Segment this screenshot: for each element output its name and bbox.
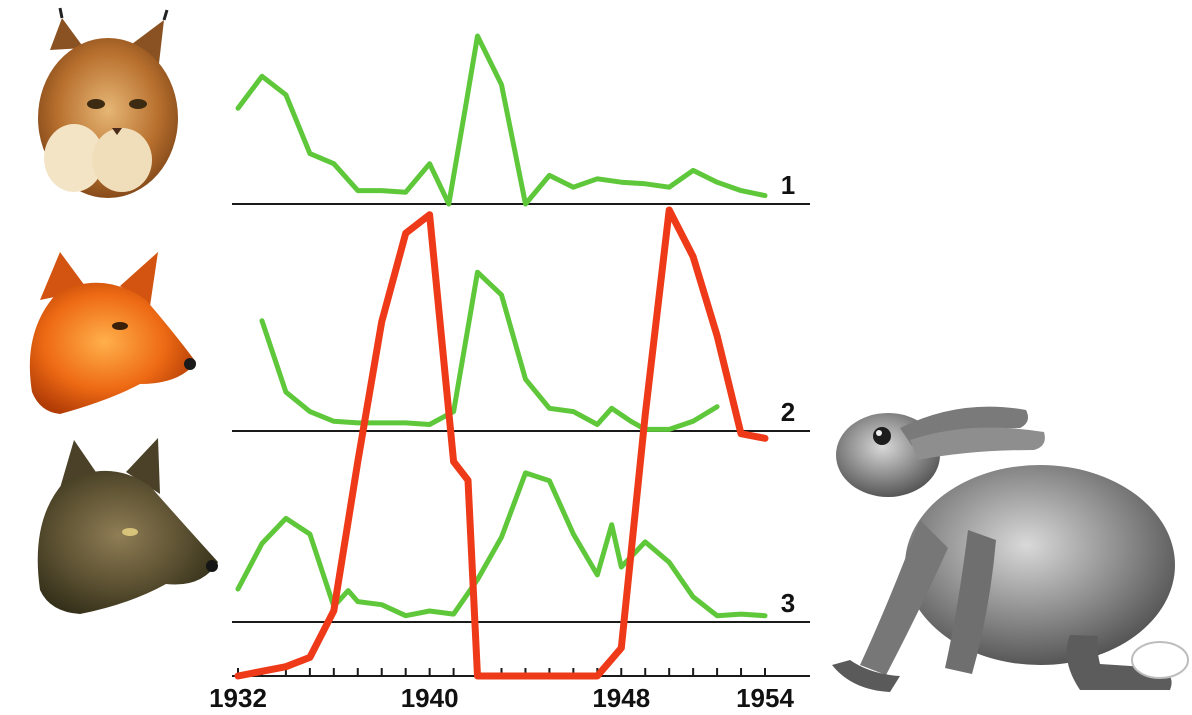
series-line-1 — [235, 33, 768, 207]
lynx-picture — [38, 7, 178, 198]
series-line-3 — [235, 470, 768, 619]
row-label-2: 2 — [781, 397, 795, 427]
wolf-picture — [37, 438, 219, 614]
fox-picture — [29, 252, 197, 414]
series-layer — [234, 33, 769, 680]
x-tick-label-1940: 1940 — [401, 683, 459, 713]
panel-baselines — [232, 203, 810, 677]
row-label-1: 1 — [781, 170, 795, 200]
series-line-hare — [234, 206, 769, 680]
x-tick-label-1954: 1954 — [736, 683, 794, 713]
series-line-2 — [259, 269, 720, 432]
x-tick-label-1948: 1948 — [592, 683, 650, 713]
row-label-3: 3 — [781, 588, 795, 618]
x-tick-label-1932: 1932 — [209, 683, 267, 713]
hare-picture — [832, 406, 1189, 692]
